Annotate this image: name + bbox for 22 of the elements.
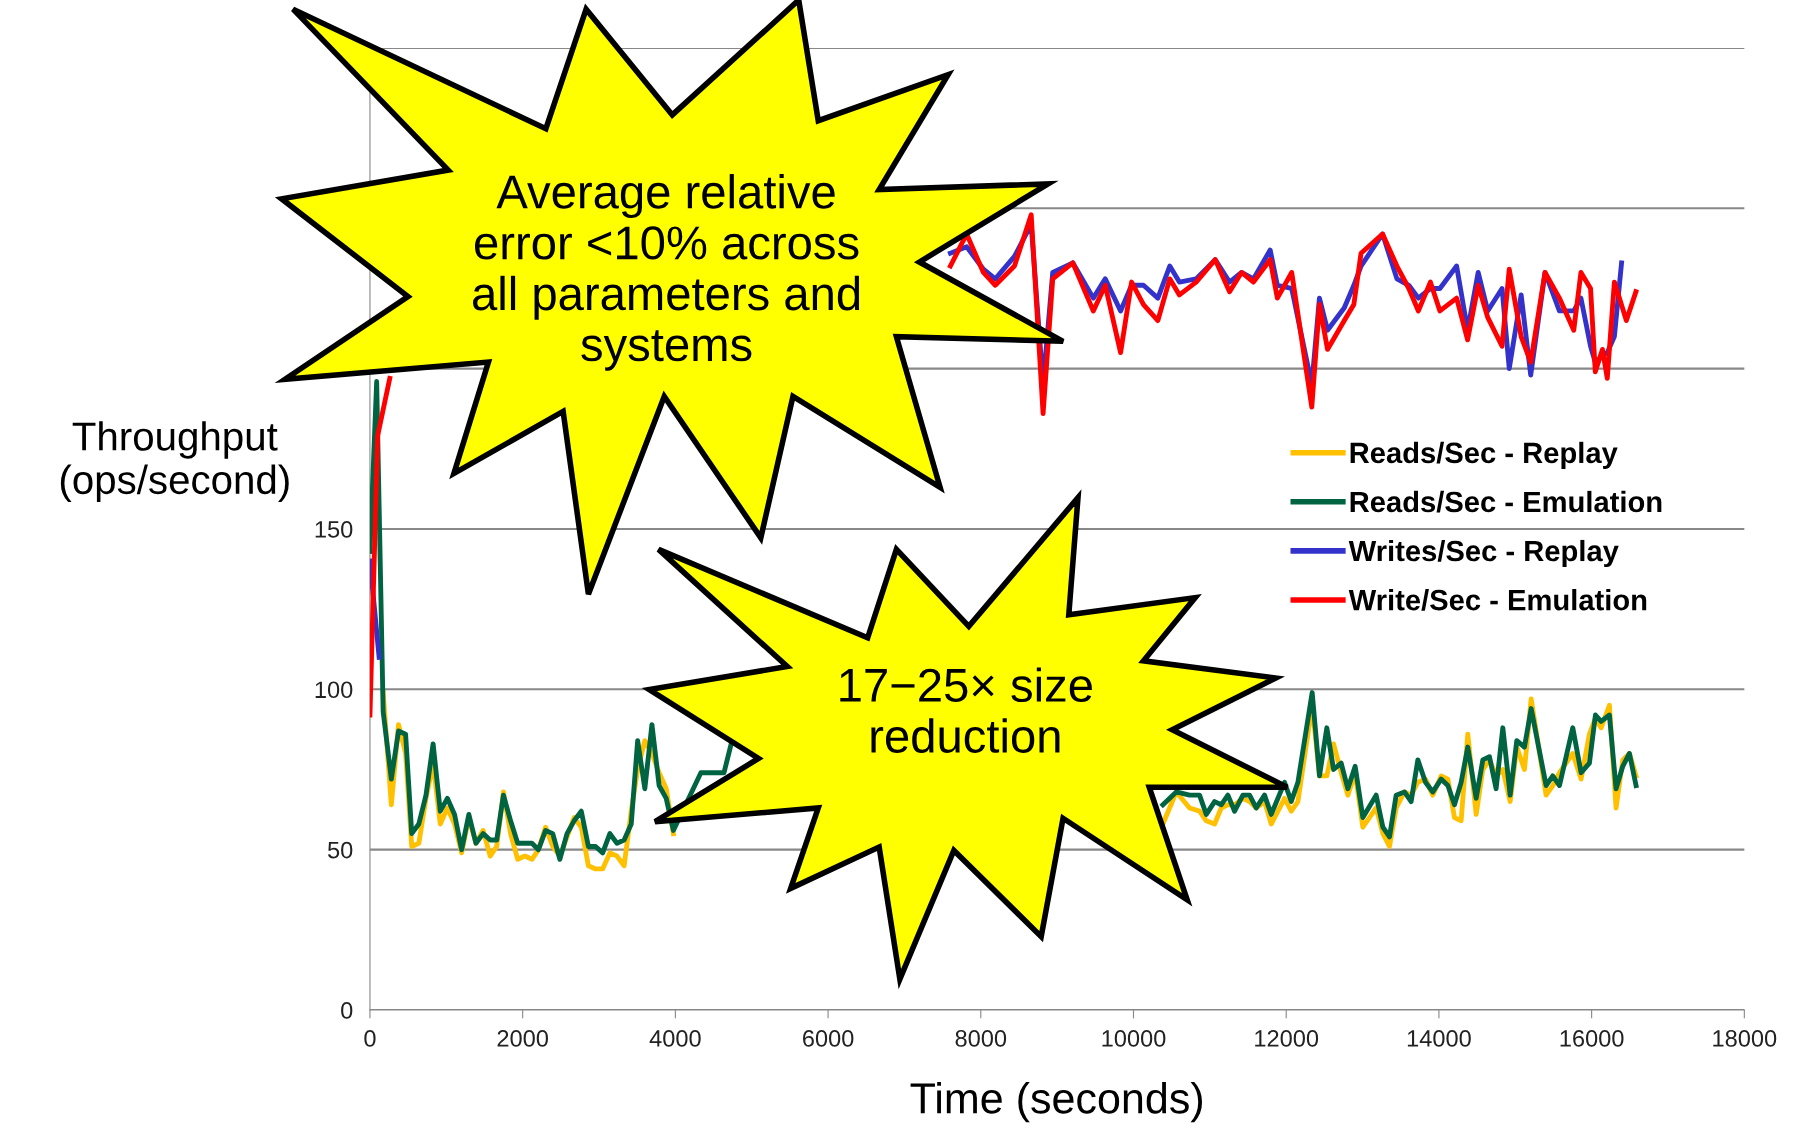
legend-label: Write/Sec - Emulation (1348, 588, 1647, 611)
x-tick-label: 6000 (803, 1030, 854, 1047)
legend-label: Reads/Sec - Emulation (1350, 490, 1662, 513)
x-axis-title: Time (seconds) (910, 1082, 1203, 1123)
x-tick-label: 2000 (497, 1030, 548, 1047)
x-tick-label: 12000 (1255, 1030, 1319, 1047)
x-tick-label: 10000 (1102, 1030, 1166, 1047)
x-tick-label: 14000 (1407, 1030, 1471, 1047)
y-tick-label: 0 (341, 1002, 353, 1019)
x-tick-label: 18000 (1713, 1030, 1777, 1047)
legend-label: Writes/Sec - Replay (1348, 539, 1619, 568)
x-tick-label: 8000 (955, 1030, 1007, 1047)
legend-label: Reads/Sec - Replay (1350, 441, 1618, 469)
x-tick-label: 4000 (649, 1030, 701, 1047)
y-tick-label: 100 (315, 681, 353, 699)
y-tick-label: 50 (327, 841, 353, 859)
annotation: 17−25× size reduction (840, 667, 1092, 753)
x-tick-label: 16000 (1560, 1030, 1624, 1047)
annotation: Average relative error <10% across all parameters and systems (473, 174, 860, 371)
x-tick-label: 0 (364, 1030, 376, 1047)
y-axis-title: Throughput (ops/second) (60, 421, 289, 503)
y-tick-label: 150 (315, 521, 353, 538)
